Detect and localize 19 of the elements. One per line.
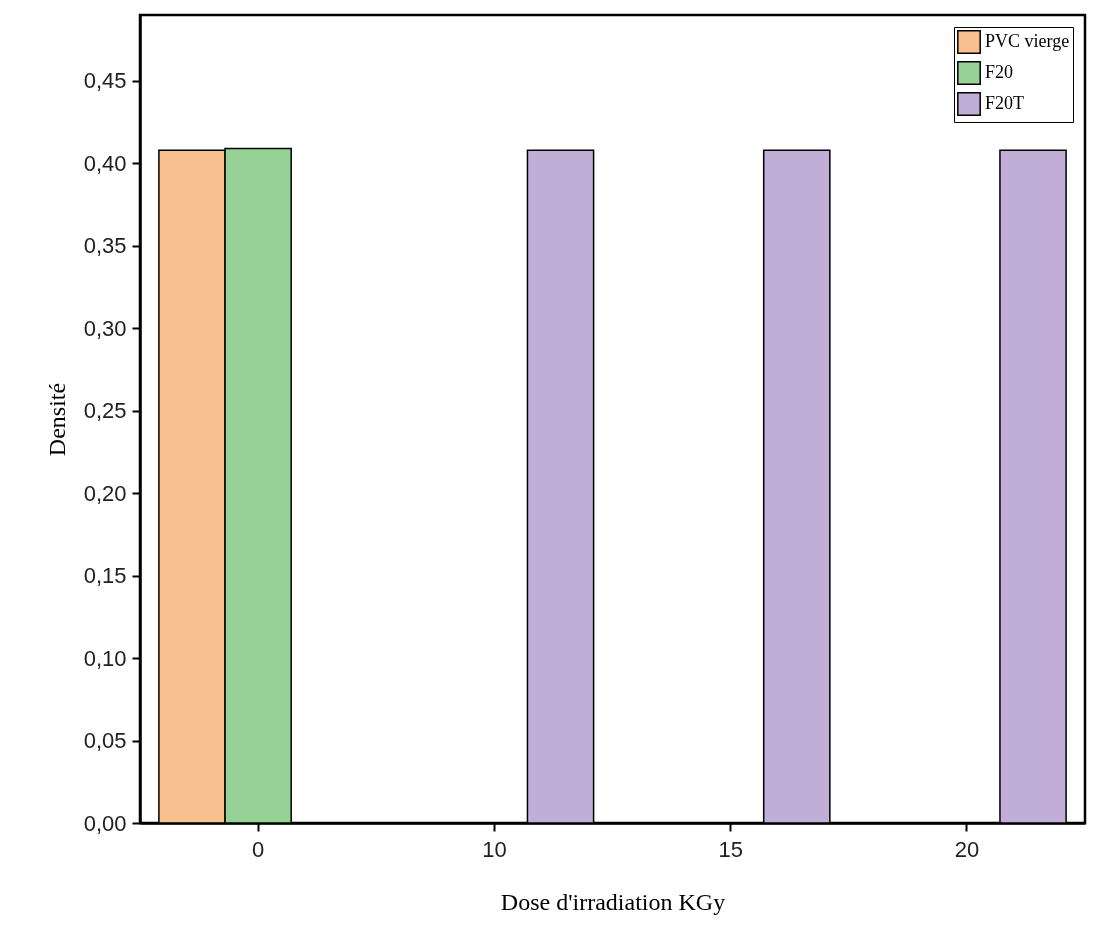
legend-label: F20: [985, 62, 1014, 82]
y-tick-label: 0,15: [83, 563, 127, 589]
x-tick-label: 0: [252, 836, 265, 862]
legend-label: F20T: [985, 93, 1025, 113]
y-axis-title: Densité: [43, 382, 70, 457]
y-tick-label: 0,25: [83, 398, 127, 424]
legend-label: PVC vierge: [985, 31, 1070, 51]
y-tick-label: 0,05: [83, 728, 127, 754]
y-tick-label: 0,35: [83, 233, 127, 259]
x-tick-label: 15: [718, 836, 743, 862]
y-tick-label: 0,40: [83, 150, 127, 176]
y-tick-label: 0,10: [83, 645, 127, 671]
y-tick-label: 0,30: [83, 315, 127, 341]
x-tick-label: 20: [954, 836, 980, 862]
y-tick-label: 0,00: [83, 810, 127, 836]
y-tick-label: 0,20: [83, 480, 127, 506]
x-axis-title: Dose d'irradiation KGy: [500, 888, 726, 915]
y-tick-label: 0,45: [83, 68, 127, 94]
x-tick-label: 10: [482, 836, 507, 862]
